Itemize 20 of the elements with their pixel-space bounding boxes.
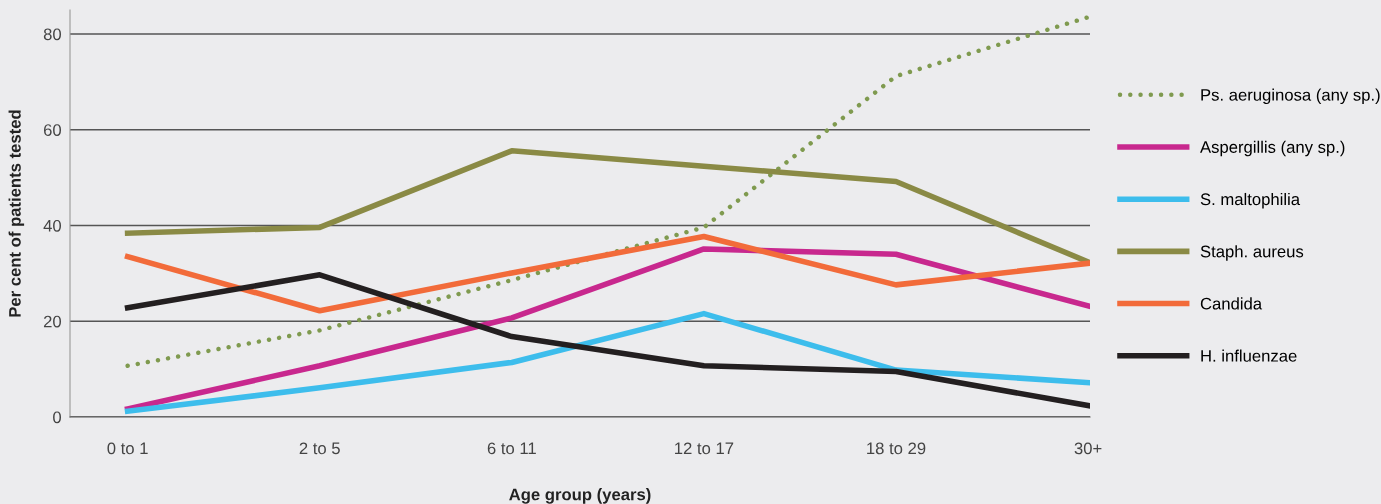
x-tick-label: 2 to 5 <box>299 442 340 455</box>
x-tick-label: 12 to 17 <box>675 442 734 455</box>
y-tick-label: 0 <box>53 411 62 424</box>
legend-label: Aspergillis (any sp.) <box>1200 140 1345 157</box>
line-series <box>125 15 1090 368</box>
legend-label: H. influenzae <box>1201 349 1297 362</box>
x-tick-label: 6 to 11 <box>487 442 536 455</box>
legend-label: Staph. aureus <box>1200 245 1304 261</box>
legend-label: Candida <box>1200 297 1263 310</box>
x-tick-label: 18 to 29 <box>867 442 926 455</box>
legend-label: Ps. aeruginosa (any sp.) <box>1201 88 1380 105</box>
y-tick-label: 40 <box>43 219 62 232</box>
y-tick-label: 80 <box>43 28 62 41</box>
y-tick-label: 20 <box>43 315 62 328</box>
legend-label: S. maltophilia <box>1200 192 1301 209</box>
x-tick-label: 30+ <box>1074 442 1102 455</box>
y-axis-title: Per cent of patients tested <box>8 110 25 317</box>
y-tick-label: 60 <box>43 124 62 136</box>
x-axis-title: Age group (years) <box>509 488 651 504</box>
x-tick-label: 0 to 1 <box>107 442 148 455</box>
